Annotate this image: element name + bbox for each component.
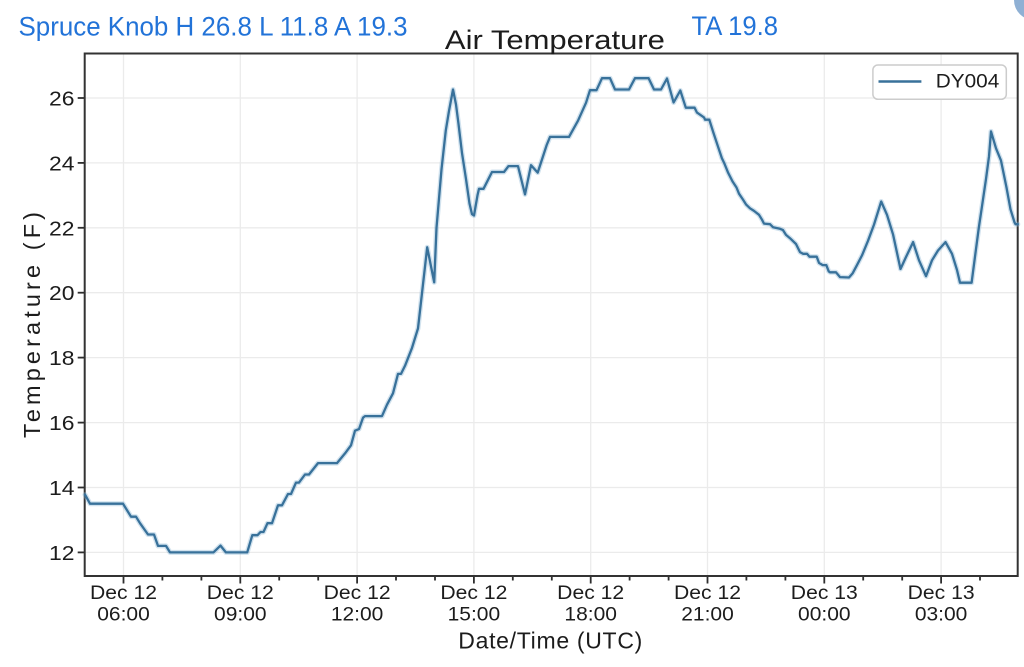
svg-text:DY004: DY004 <box>936 72 1000 93</box>
svg-text:Date/Time (UTC): Date/Time (UTC) <box>458 628 642 654</box>
svg-text:Dec 12: Dec 12 <box>324 582 391 604</box>
svg-text:Dec 12: Dec 12 <box>207 582 274 604</box>
svg-text:Spruce Knob H 26.8 L 11.8 A 19: Spruce Knob H 26.8 L 11.8 A 19.3 <box>19 12 408 42</box>
svg-text:15:00: 15:00 <box>448 603 501 625</box>
svg-text:Dec 12: Dec 12 <box>440 582 507 604</box>
svg-text:Dec 12: Dec 12 <box>90 582 157 604</box>
svg-text:14: 14 <box>49 477 75 500</box>
svg-text:Dec 13: Dec 13 <box>908 582 975 604</box>
svg-text:12:00: 12:00 <box>331 603 384 625</box>
svg-text:00:00: 00:00 <box>798 603 851 625</box>
svg-text:18:00: 18:00 <box>564 603 617 625</box>
svg-text:03:00: 03:00 <box>915 603 968 625</box>
svg-text:12: 12 <box>49 542 75 565</box>
svg-text:20: 20 <box>49 282 75 305</box>
svg-text:Dec 13: Dec 13 <box>791 582 858 604</box>
svg-text:Temperature (F): Temperature (F) <box>19 212 45 438</box>
svg-text:18: 18 <box>49 347 75 370</box>
svg-text:24: 24 <box>49 152 75 175</box>
svg-text:Air Temperature: Air Temperature <box>445 25 665 55</box>
svg-text:21:00: 21:00 <box>681 603 734 625</box>
svg-text:06:00: 06:00 <box>97 603 150 625</box>
svg-text:26: 26 <box>49 88 75 111</box>
svg-text:Dec 12: Dec 12 <box>557 582 624 604</box>
svg-text:09:00: 09:00 <box>214 603 267 625</box>
svg-text:TA 19.8: TA 19.8 <box>692 11 779 41</box>
svg-text:22: 22 <box>49 217 75 240</box>
svg-text:Dec 12: Dec 12 <box>674 582 741 604</box>
svg-text:16: 16 <box>49 412 75 435</box>
